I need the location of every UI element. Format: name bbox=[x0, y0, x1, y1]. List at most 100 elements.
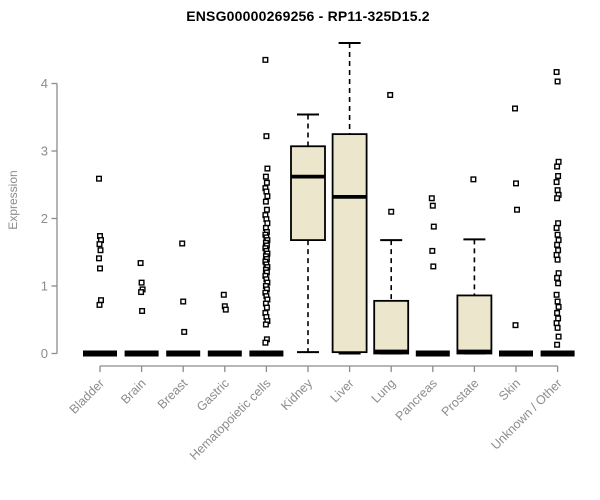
outlier-point bbox=[262, 321, 269, 328]
outlier-point bbox=[138, 289, 145, 296]
outlier-point bbox=[555, 280, 562, 287]
x-tick-label: Prostate bbox=[439, 376, 482, 419]
outlier-point bbox=[97, 297, 104, 304]
chart-title: ENSG00000269256 - RP11-325D15.2 bbox=[186, 8, 430, 24]
box-collapsed bbox=[540, 350, 575, 357]
outlier-point bbox=[262, 339, 269, 346]
outlier-point bbox=[553, 224, 560, 231]
y-axis-label: Expression bbox=[6, 170, 20, 230]
outlier-point bbox=[470, 176, 477, 183]
outlier-point bbox=[95, 175, 102, 182]
box-iqr bbox=[373, 299, 410, 355]
outlier-point bbox=[388, 208, 395, 215]
x-tick-label: Brain bbox=[118, 376, 149, 407]
outlier-point bbox=[96, 241, 103, 248]
box-iqr bbox=[290, 145, 326, 241]
outlier-point bbox=[553, 69, 560, 76]
x-tick-label: Breast bbox=[155, 376, 191, 412]
x-tick-label: Liver bbox=[328, 376, 357, 405]
outlier-point bbox=[553, 291, 560, 298]
outlier-point bbox=[553, 179, 560, 186]
outlier-point bbox=[263, 304, 270, 311]
y-tick-label: 1 bbox=[41, 279, 48, 294]
outlier-point bbox=[139, 307, 146, 314]
x-tick-label: Gastric bbox=[194, 376, 232, 414]
outlier-point bbox=[555, 315, 562, 322]
outlier-point bbox=[555, 303, 562, 310]
outlier-point bbox=[555, 158, 562, 165]
outlier-point bbox=[97, 247, 104, 254]
outlier-point bbox=[554, 256, 561, 263]
outlier-point bbox=[262, 56, 269, 63]
outlier-point bbox=[138, 279, 145, 286]
outlier-point bbox=[262, 198, 269, 205]
outlier-point bbox=[179, 240, 186, 247]
y-tick-label: 4 bbox=[41, 76, 48, 91]
outlier-point bbox=[554, 241, 561, 248]
outlier-point bbox=[264, 193, 271, 200]
box-iqr bbox=[331, 133, 368, 354]
x-tick-label: Lung bbox=[369, 376, 399, 406]
outlier-point bbox=[555, 333, 562, 340]
box-collapsed bbox=[83, 350, 117, 357]
x-tick-label: Skin bbox=[496, 376, 523, 403]
x-tick-label: Hematopoietic cells bbox=[187, 376, 274, 463]
outlier-point bbox=[262, 173, 269, 180]
outlier-point bbox=[428, 195, 435, 202]
outlier-point bbox=[553, 251, 560, 258]
box-collapsed bbox=[249, 350, 284, 357]
outlier-point bbox=[554, 187, 561, 194]
outlier-point bbox=[512, 322, 519, 329]
outlier-point bbox=[220, 291, 227, 298]
outlier-point bbox=[554, 298, 561, 305]
x-tick-label: Kidney bbox=[278, 376, 315, 413]
outlier-point bbox=[555, 172, 562, 179]
box-collapsed bbox=[499, 350, 533, 357]
outlier-point bbox=[430, 263, 437, 270]
box-collapsed bbox=[207, 350, 242, 357]
outlier-point bbox=[554, 195, 561, 202]
outlier-point bbox=[554, 163, 561, 170]
outlier-point bbox=[553, 320, 560, 327]
outlier-point bbox=[555, 237, 562, 244]
y-tick-label: 3 bbox=[41, 144, 48, 159]
outlier-point bbox=[264, 165, 271, 172]
outlier-point bbox=[263, 179, 270, 186]
outlier-point bbox=[555, 220, 562, 227]
outlier-point bbox=[429, 202, 436, 209]
outlier-point bbox=[180, 298, 187, 305]
outlier-point bbox=[514, 206, 521, 213]
outlier-point bbox=[554, 341, 561, 348]
outlier-point bbox=[554, 78, 561, 85]
outlier-point bbox=[137, 260, 144, 267]
y-tick-label: 0 bbox=[41, 346, 48, 361]
outlier-point bbox=[555, 247, 562, 254]
box-iqr bbox=[456, 294, 493, 355]
outlier-point bbox=[554, 274, 561, 281]
outlier-point bbox=[555, 270, 562, 277]
outlier-point bbox=[387, 91, 394, 98]
outlier-point bbox=[263, 188, 270, 195]
box-collapsed bbox=[124, 350, 159, 357]
outlier-point bbox=[96, 265, 103, 272]
box-collapsed bbox=[166, 350, 201, 357]
outlier-point bbox=[96, 301, 103, 308]
outlier-point bbox=[554, 310, 561, 317]
box-collapsed bbox=[415, 350, 450, 357]
outlier-point bbox=[264, 220, 271, 227]
outlier-point bbox=[430, 223, 437, 230]
outlier-point bbox=[263, 133, 270, 140]
outlier-point bbox=[554, 231, 561, 238]
x-tick-label: Pancreas bbox=[393, 376, 440, 423]
outlier-point bbox=[181, 328, 188, 335]
outlier-point bbox=[513, 180, 520, 187]
outlier-point bbox=[222, 306, 229, 313]
outlier-point bbox=[95, 255, 102, 262]
outlier-point bbox=[429, 247, 436, 254]
outlier-point bbox=[263, 206, 270, 213]
outlier-point bbox=[512, 105, 519, 112]
outlier-point bbox=[554, 324, 561, 331]
y-tick-label: 2 bbox=[41, 211, 48, 226]
